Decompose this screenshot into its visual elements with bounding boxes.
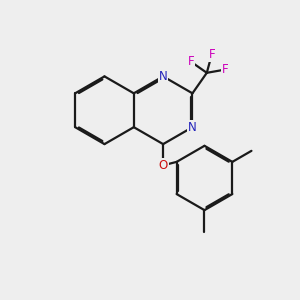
Text: O: O [158,159,168,172]
Text: F: F [188,55,194,68]
Text: N: N [159,70,167,83]
Text: N: N [188,121,197,134]
Text: F: F [222,63,229,76]
Text: F: F [208,48,215,61]
